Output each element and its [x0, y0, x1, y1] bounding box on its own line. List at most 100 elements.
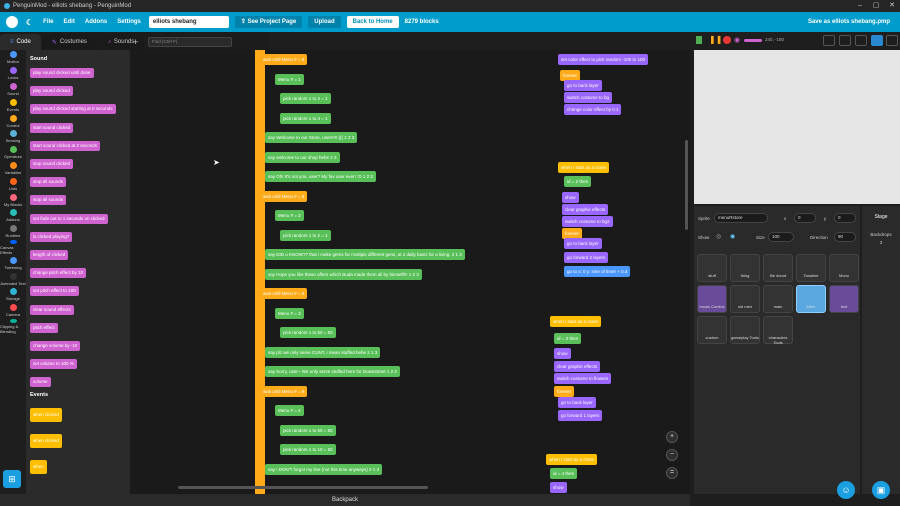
- theme-toggle-icon[interactable]: ☾: [26, 17, 34, 27]
- category-events[interactable]: Events: [0, 97, 26, 113]
- script-block[interactable]: change color effect by 0.1: [564, 104, 622, 115]
- tab-costumes[interactable]: ✎ Costumes: [41, 34, 97, 50]
- x-input[interactable]: 0: [794, 213, 816, 223]
- add-backdrop-button[interactable]: ▣: [872, 481, 890, 499]
- script-block[interactable]: say welcome to our shop hehe 2 3: [265, 151, 340, 163]
- palette-block[interactable]: play sound clicked: [30, 86, 73, 97]
- category-lists[interactable]: Lists: [0, 176, 26, 192]
- script-block[interactable]: pick random 1 to 2 = 1: [280, 93, 331, 104]
- script-block[interactable]: id = 2 then: [564, 176, 592, 187]
- sprite-name-input[interactable]: menuRstore: [714, 213, 768, 223]
- add-extension-button[interactable]: ⊞: [3, 470, 21, 488]
- script-block[interactable]: forever: [554, 386, 575, 397]
- stage-canvas[interactable]: [694, 50, 900, 204]
- add-sprite-button[interactable]: ☺: [837, 481, 855, 499]
- show-visible-icon[interactable]: ◎: [716, 234, 722, 240]
- script-block[interactable]: pick random 1 to 2 = 1: [280, 229, 331, 241]
- zoom-out-button[interactable]: −: [666, 449, 678, 461]
- penguinmod-logo-icon[interactable]: [6, 16, 18, 28]
- script-block[interactable]: go to back layer: [558, 397, 596, 408]
- sprite-tile[interactable]: old men: [730, 285, 760, 313]
- palette-block[interactable]: stop sound clicked: [30, 159, 74, 169]
- script-block[interactable]: wait until Menu # = 6: [260, 288, 308, 299]
- zoom-reset-button[interactable]: =: [666, 467, 678, 479]
- palette-block[interactable]: set pitch effect to 100: [30, 286, 79, 297]
- category-runtime[interactable]: Runtime: [0, 224, 26, 240]
- category-sound[interactable]: Sound: [0, 82, 26, 98]
- palette-event-block[interactable]: when clicked: [30, 434, 62, 448]
- save-as-button[interactable]: Save as elliots shebang.pmp: [807, 19, 890, 25]
- close-button[interactable]: ✕: [889, 2, 895, 9]
- script-block[interactable]: switch costume to bg: [564, 92, 613, 103]
- palette-block[interactable]: play sound clicked starting at 0 seconds: [30, 104, 116, 115]
- sprite-tile[interactable]: text: [829, 285, 859, 313]
- direction-input[interactable]: 90: [834, 232, 856, 242]
- sprite-tile[interactable]: music Comics: [697, 285, 727, 313]
- sprite-tile[interactable]: characters Tools: [763, 316, 793, 345]
- script-block[interactable]: forever: [562, 228, 583, 239]
- script-block[interactable]: Menu # = 1: [275, 73, 304, 85]
- volume-slider[interactable]: [744, 39, 762, 42]
- category-storage[interactable]: Storage: [0, 287, 26, 303]
- sprite-tile[interactable]: main: [763, 285, 793, 313]
- palette-block[interactable]: start sound clicked: [30, 122, 74, 133]
- normal-stage-button[interactable]: [839, 35, 851, 46]
- script-block[interactable]: pick random 1 to 50 = 50: [280, 327, 336, 338]
- stop-icon[interactable]: [723, 36, 731, 44]
- fullscreen-button[interactable]: [886, 35, 898, 46]
- script-block[interactable]: wait until Menu # = 6: [260, 54, 308, 65]
- palette-event-block[interactable]: when: [30, 460, 47, 474]
- find-input[interactable]: Find (Ctrl+F): [148, 37, 232, 47]
- script-block[interactable]: pick random 1 to 10 = 50: [280, 444, 336, 455]
- category-camera[interactable]: Camera: [0, 303, 26, 319]
- script-block[interactable]: show: [562, 192, 579, 203]
- category-clipping-blending[interactable]: Clipping & Blending: [0, 318, 26, 334]
- volume-icon[interactable]: ◉: [734, 37, 741, 44]
- script-block[interactable]: pick random 1 to 4 = 1: [280, 112, 331, 124]
- script-block[interactable]: id = 3 then: [554, 333, 582, 344]
- code-workspace[interactable]: wait until Menu # = 6 Menu # = 1 pick rand…: [130, 50, 690, 494]
- script-block[interactable]: say Sorry, user~ We only serve stuffed h…: [265, 366, 400, 377]
- script-block[interactable]: when I start as a clone: [558, 162, 610, 173]
- script-block[interactable]: say plz we only serve CUNT, i mean stuff…: [265, 346, 381, 358]
- sprite-tile[interactable]: idem: [796, 285, 826, 313]
- script-block[interactable]: wait until Menu # = 6: [260, 385, 308, 397]
- script-block[interactable]: clear graphic effects: [562, 204, 609, 215]
- small-stage-button[interactable]: [823, 35, 835, 46]
- menu-addons[interactable]: Addons: [84, 19, 108, 25]
- script-block[interactable]: wait until Menu # = 6: [260, 190, 308, 202]
- palette-block[interactable]: length of clicked: [30, 250, 69, 260]
- script-block[interactable]: pick random 1 to 50 = 50: [280, 424, 336, 436]
- upload-button[interactable]: Upload: [308, 16, 341, 28]
- script-block[interactable]: switch costume to bg2: [562, 216, 613, 227]
- script-block[interactable]: id = 4 then: [550, 468, 578, 479]
- category-operators[interactable]: Operators: [0, 145, 26, 161]
- script-block[interactable]: go to back layer: [564, 80, 602, 91]
- sprite-tile[interactable]: Mono: [829, 254, 859, 282]
- script-block[interactable]: go forward 2 layers: [564, 252, 609, 263]
- menu-edit[interactable]: Edit: [63, 19, 75, 25]
- script-block[interactable]: clear graphic effects: [554, 361, 601, 372]
- category-looks[interactable]: Looks: [0, 66, 26, 82]
- sprite-tile[interactable]: gameplay Tools: [730, 316, 760, 344]
- sprite-tile[interactable]: custom: [697, 316, 727, 344]
- category-animated-text[interactable]: Animated Text: [0, 271, 26, 287]
- menu-settings[interactable]: Settings: [117, 19, 141, 25]
- pause-icon[interactable]: ❚❚: [709, 35, 723, 44]
- script-block[interactable]: show: [550, 482, 567, 493]
- category-sensing[interactable]: Sensing: [0, 129, 26, 145]
- palette-block[interactable]: clear sound effects: [30, 304, 74, 315]
- palette-block[interactable]: set volume to 100 %: [30, 359, 77, 370]
- palette-event-block[interactable]: when clicked: [30, 408, 62, 422]
- script-block[interactable]: set color effect to pick random -100 to …: [558, 54, 648, 65]
- sprite-tile[interactable]: stuff: [697, 254, 727, 282]
- sprite-tile[interactable]: file donut: [763, 254, 793, 282]
- workspace-scrollbar-h[interactable]: [178, 486, 428, 489]
- script-block[interactable]: forever: [560, 70, 581, 81]
- see-project-page-button[interactable]: ⇪ See Project Page: [234, 16, 303, 28]
- script-block[interactable]: Menu # = 3: [275, 307, 304, 319]
- script-block[interactable]: switch costume to flowers: [554, 373, 612, 384]
- maximize-button[interactable]: ▢: [872, 2, 880, 9]
- layout-button[interactable]: [871, 35, 883, 46]
- palette-block[interactable]: change volume by -10: [30, 341, 81, 351]
